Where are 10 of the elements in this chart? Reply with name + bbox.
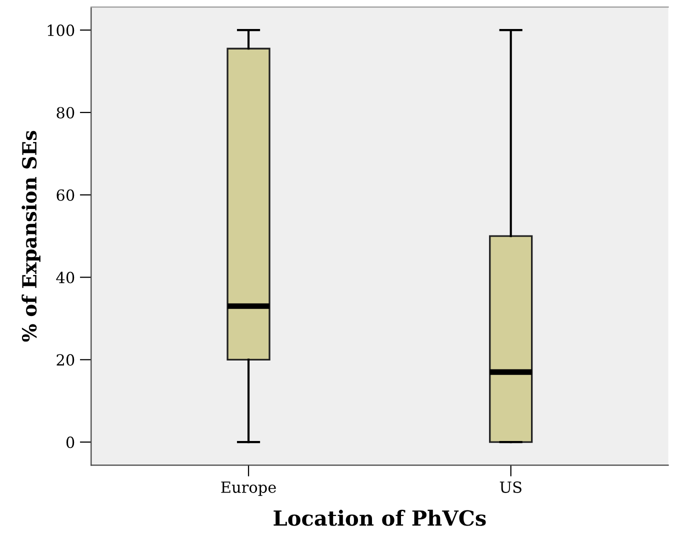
y-tick-label: 40: [56, 272, 74, 284]
x-axis-title: Location of PhVCs: [274, 510, 486, 526]
y-tick-label: 0: [66, 436, 74, 448]
y-tick-label: 20: [56, 354, 74, 366]
y-axis-title: % of Expansion SEs: [22, 130, 40, 342]
y-tick-label: 100: [48, 24, 74, 36]
y-tick-label: 60: [56, 189, 74, 201]
y-tick-label: 80: [56, 106, 74, 118]
x-tick-label: Europe: [221, 482, 276, 496]
x-tick-label: US: [500, 481, 522, 493]
